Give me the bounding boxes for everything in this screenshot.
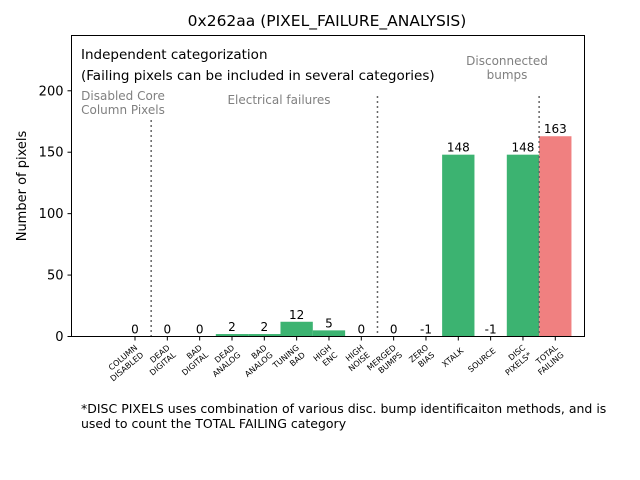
bars-layer: [215, 136, 572, 337]
x-tick-label: BADDIGITAL: [174, 343, 210, 378]
y-tick-label: 100: [39, 207, 64, 222]
y-tick-label: 50: [47, 269, 64, 284]
value-labels-layer: 0 0 0 2 2 12 5 0 0 -1 148 -1 148 163: [131, 122, 567, 336]
x-tick-label: HIGHENC: [312, 343, 340, 371]
annotation-heading-line2: (Failing pixels can be included in sever…: [81, 68, 435, 84]
separators-layer: [150, 96, 540, 337]
footnote: *DISC PIXELS uses combination of various…: [81, 401, 626, 431]
annotation-disconnected-line2: bumps: [487, 68, 528, 82]
bar-tuning-bad: [280, 321, 313, 337]
x-tick-label: TOTALFAILING: [530, 343, 566, 377]
value-label: 0: [131, 323, 139, 337]
y-tick-label: 0: [55, 330, 63, 345]
x-tick-label: COLUMNDISABLED: [103, 343, 146, 383]
x-ticks-layer: COLUMNDISABLED DEADDIGITAL BADDIGITAL DEADA…: [103, 336, 566, 383]
value-label: 0: [164, 323, 172, 337]
value-label: 5: [325, 316, 333, 330]
bar-total-failing: [539, 136, 572, 337]
x-tick-label: XTALK: [440, 346, 465, 369]
x-tick-label: SOURCE: [466, 346, 497, 374]
y-tick-label: 150: [39, 146, 64, 161]
annotation-electrical: Electrical failures: [227, 93, 330, 107]
value-label: 0: [390, 323, 398, 337]
footnote-line2: used to count the TOTAL FAILING category: [81, 416, 347, 431]
x-tick-label: DISCPIXELS*: [498, 343, 534, 378]
value-label: 2: [260, 320, 268, 334]
value-label: 148: [447, 141, 470, 155]
x-tick-label: DEADANALOG: [205, 343, 243, 379]
x-tick-label: DEADDIGITAL: [142, 343, 178, 378]
y-ticks-layer: 0 50 100 150 200: [39, 84, 72, 345]
y-tick-label: 200: [39, 84, 64, 99]
value-label: 12: [289, 308, 304, 322]
value-label: 0: [196, 323, 204, 337]
x-tick-label: BADANALOG: [237, 343, 275, 379]
annotation-heading-line1: Independent categorization: [81, 47, 268, 63]
x-tick-label-line: SOURCE: [466, 346, 497, 374]
y-axis-label: Number of pixels: [15, 130, 30, 241]
x-tick-label-line: XTALK: [440, 346, 465, 369]
annotation-disconnected-line1: Disconnected: [466, 54, 548, 68]
x-tick-label: TUNINGBAD: [270, 343, 307, 378]
bar-bad-analog: [248, 334, 281, 337]
value-label: 0: [357, 323, 365, 337]
value-label: 2: [228, 320, 236, 334]
value-label: 148: [512, 141, 535, 155]
x-tick-label: MERGEDBUMPS: [365, 343, 404, 380]
annotation-disabled-core-line1: Disabled Core: [81, 89, 165, 103]
footnote-line1: *DISC PIXELS uses combination of various…: [81, 401, 607, 416]
value-label: -1: [485, 323, 497, 337]
annotations: Independent categorization (Failing pixe…: [81, 47, 548, 117]
plot-frame: [71, 35, 585, 337]
bar-xtalk: [442, 154, 475, 337]
value-label: -1: [420, 323, 432, 337]
x-tick-label: ZEROBIAS: [407, 343, 436, 372]
bar-high-enc: [312, 330, 346, 337]
annotation-disabled-core-line2: Column Pixels: [81, 103, 165, 117]
bar-dead-analog: [215, 334, 249, 337]
value-label: 163: [544, 122, 567, 136]
bar-disc-pixels: [506, 154, 540, 337]
chart-title: 0x262aa (PIXEL_FAILURE_ANALYSIS): [188, 12, 467, 31]
